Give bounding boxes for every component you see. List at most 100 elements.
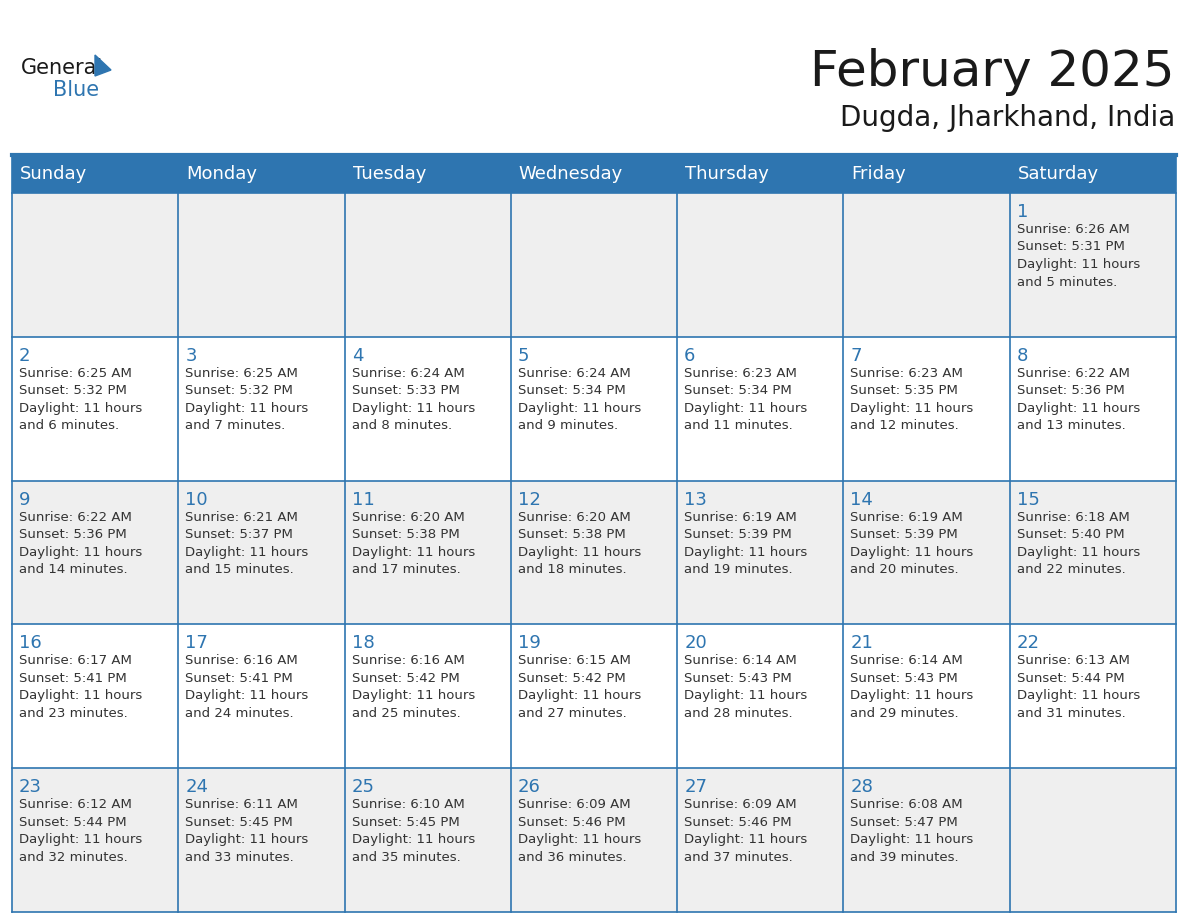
Text: and 20 minutes.: and 20 minutes. [851,563,959,577]
Text: Sunset: 5:44 PM: Sunset: 5:44 PM [1017,672,1124,685]
Text: 28: 28 [851,778,873,796]
Text: Sunrise: 6:21 AM: Sunrise: 6:21 AM [185,510,298,523]
Bar [677,768,843,912]
Text: and 15 minutes.: and 15 minutes. [185,563,295,577]
Text: and 11 minutes.: and 11 minutes. [684,420,792,432]
Text: and 22 minutes.: and 22 minutes. [1017,563,1125,577]
Polygon shape [95,55,110,76]
Text: Sunrise: 6:23 AM: Sunrise: 6:23 AM [851,367,963,380]
Text: Sunset: 5:34 PM: Sunset: 5:34 PM [684,385,792,397]
Text: Sunset: 5:46 PM: Sunset: 5:46 PM [684,816,791,829]
Text: Sunrise: 6:19 AM: Sunrise: 6:19 AM [684,510,797,523]
Text: 27: 27 [684,778,707,796]
Text: Sunset: 5:35 PM: Sunset: 5:35 PM [851,385,959,397]
Bar [677,193,843,337]
Bar [677,155,843,193]
Text: Sunrise: 6:10 AM: Sunrise: 6:10 AM [352,798,465,812]
Text: 9: 9 [19,490,31,509]
Bar [345,193,511,337]
Bar [843,193,1010,337]
Text: Sunrise: 6:18 AM: Sunrise: 6:18 AM [1017,510,1130,523]
Text: Sunset: 5:39 PM: Sunset: 5:39 PM [851,528,959,541]
Bar [511,193,677,337]
Text: Daylight: 11 hours: Daylight: 11 hours [518,834,642,846]
Text: Sunset: 5:46 PM: Sunset: 5:46 PM [518,816,626,829]
Bar [1010,193,1176,337]
Text: Sunrise: 6:09 AM: Sunrise: 6:09 AM [684,798,797,812]
Bar [677,624,843,768]
Text: Sunset: 5:44 PM: Sunset: 5:44 PM [19,816,127,829]
Text: Sunrise: 6:20 AM: Sunrise: 6:20 AM [518,510,631,523]
Text: Blue: Blue [53,80,99,100]
Text: and 27 minutes.: and 27 minutes. [518,707,626,720]
Text: Sunday: Sunday [20,165,87,183]
Text: Daylight: 11 hours: Daylight: 11 hours [19,689,143,702]
Text: Sunrise: 6:11 AM: Sunrise: 6:11 AM [185,798,298,812]
Text: Daylight: 11 hours: Daylight: 11 hours [185,545,309,558]
Text: Sunrise: 6:25 AM: Sunrise: 6:25 AM [19,367,132,380]
Bar [843,155,1010,193]
Text: 20: 20 [684,634,707,653]
Text: 3: 3 [185,347,197,364]
Bar [12,193,178,337]
Text: Daylight: 11 hours: Daylight: 11 hours [185,402,309,415]
Text: February 2025: February 2025 [810,48,1175,96]
Text: Daylight: 11 hours: Daylight: 11 hours [185,834,309,846]
Text: Sunset: 5:47 PM: Sunset: 5:47 PM [851,816,959,829]
Text: 19: 19 [518,634,541,653]
Text: 2: 2 [19,347,31,364]
Text: Daylight: 11 hours: Daylight: 11 hours [684,402,808,415]
Text: Sunrise: 6:17 AM: Sunrise: 6:17 AM [19,655,132,667]
Text: Daylight: 11 hours: Daylight: 11 hours [851,545,974,558]
Text: and 18 minutes.: and 18 minutes. [518,563,626,577]
Text: Sunrise: 6:16 AM: Sunrise: 6:16 AM [352,655,465,667]
Text: Sunset: 5:38 PM: Sunset: 5:38 PM [518,528,626,541]
Text: 8: 8 [1017,347,1028,364]
Text: and 7 minutes.: and 7 minutes. [185,420,285,432]
Text: 11: 11 [352,490,374,509]
Text: and 29 minutes.: and 29 minutes. [851,707,959,720]
Text: Daylight: 11 hours: Daylight: 11 hours [19,545,143,558]
Text: Sunset: 5:39 PM: Sunset: 5:39 PM [684,528,792,541]
Text: 12: 12 [518,490,541,509]
Text: Sunset: 5:33 PM: Sunset: 5:33 PM [352,385,460,397]
Text: Sunrise: 6:13 AM: Sunrise: 6:13 AM [1017,655,1130,667]
Text: Daylight: 11 hours: Daylight: 11 hours [518,402,642,415]
Text: Sunset: 5:43 PM: Sunset: 5:43 PM [684,672,792,685]
Text: Sunset: 5:42 PM: Sunset: 5:42 PM [518,672,626,685]
Text: Daylight: 11 hours: Daylight: 11 hours [851,402,974,415]
Bar [511,624,677,768]
Text: Sunrise: 6:24 AM: Sunrise: 6:24 AM [352,367,465,380]
Text: Daylight: 11 hours: Daylight: 11 hours [684,834,808,846]
Text: and 32 minutes.: and 32 minutes. [19,851,128,864]
Text: and 8 minutes.: and 8 minutes. [352,420,451,432]
Text: and 36 minutes.: and 36 minutes. [518,851,626,864]
Text: and 12 minutes.: and 12 minutes. [851,420,959,432]
Bar [677,337,843,481]
Text: Daylight: 11 hours: Daylight: 11 hours [684,689,808,702]
Text: Sunrise: 6:08 AM: Sunrise: 6:08 AM [851,798,963,812]
Text: 6: 6 [684,347,695,364]
Text: Sunrise: 6:22 AM: Sunrise: 6:22 AM [1017,367,1130,380]
Text: and 39 minutes.: and 39 minutes. [851,851,959,864]
Text: 24: 24 [185,778,208,796]
Text: Sunset: 5:42 PM: Sunset: 5:42 PM [352,672,460,685]
Text: Sunrise: 6:16 AM: Sunrise: 6:16 AM [185,655,298,667]
Text: Thursday: Thursday [685,165,769,183]
Text: Saturday: Saturday [1018,165,1099,183]
Bar [12,337,178,481]
Text: Daylight: 11 hours: Daylight: 11 hours [185,689,309,702]
Text: and 35 minutes.: and 35 minutes. [352,851,460,864]
Text: Sunrise: 6:20 AM: Sunrise: 6:20 AM [352,510,465,523]
Text: Sunset: 5:32 PM: Sunset: 5:32 PM [185,385,293,397]
Text: Daylight: 11 hours: Daylight: 11 hours [518,545,642,558]
Bar [178,481,345,624]
Text: and 23 minutes.: and 23 minutes. [19,707,128,720]
Text: and 6 minutes.: and 6 minutes. [19,420,119,432]
Text: 14: 14 [851,490,873,509]
Bar [178,768,345,912]
Text: Daylight: 11 hours: Daylight: 11 hours [19,834,143,846]
Bar [843,768,1010,912]
Bar [511,155,677,193]
Text: Sunset: 5:43 PM: Sunset: 5:43 PM [851,672,959,685]
